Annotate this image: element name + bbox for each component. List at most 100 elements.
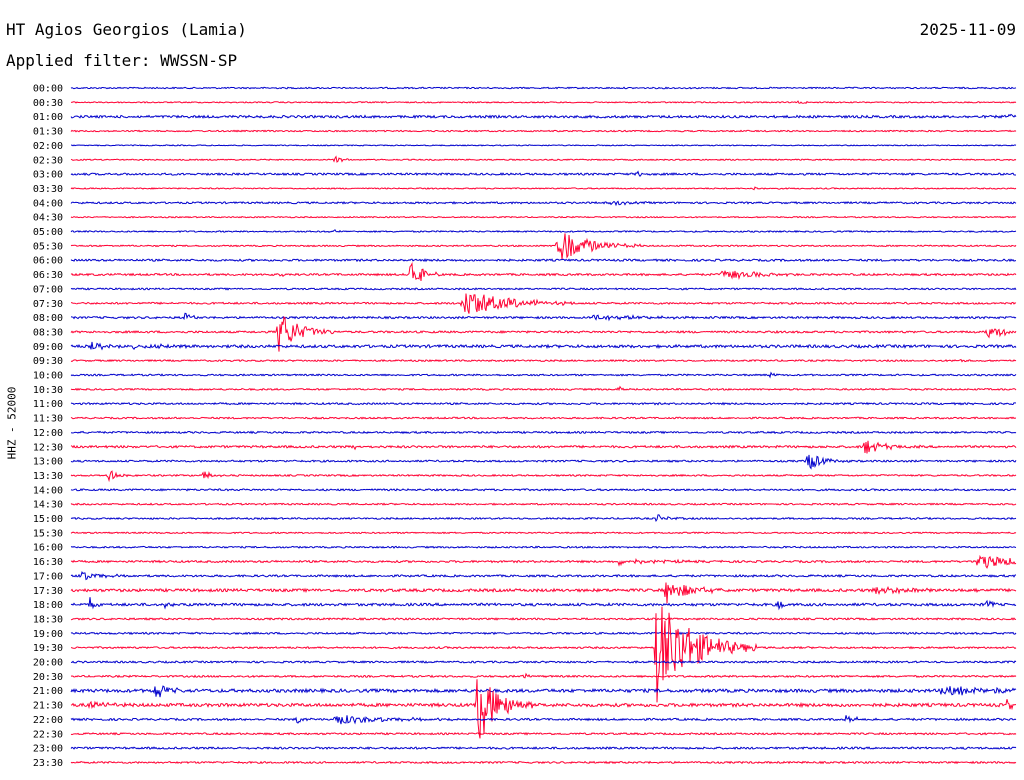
time-label-1400: 14:00 bbox=[33, 485, 63, 496]
time-label-1800: 18:00 bbox=[33, 600, 63, 611]
trace-2300 bbox=[70, 746, 1017, 751]
time-label-0130: 01:30 bbox=[33, 127, 63, 138]
time-label-1930: 19:30 bbox=[33, 643, 63, 654]
trace-0300 bbox=[70, 170, 1016, 178]
time-label-1000: 10:00 bbox=[33, 371, 63, 382]
time-label-2100: 21:00 bbox=[33, 686, 63, 697]
trace-0200 bbox=[71, 144, 1017, 147]
trace-0830 bbox=[70, 316, 1017, 352]
time-label-0200: 02:00 bbox=[33, 141, 63, 152]
trace-1730 bbox=[70, 582, 1017, 604]
trace-1400 bbox=[70, 487, 1017, 492]
trace-0530 bbox=[70, 233, 1017, 260]
trace-0230 bbox=[70, 155, 1017, 163]
trace-0000 bbox=[70, 86, 1017, 90]
trace-0630 bbox=[70, 261, 1017, 282]
trace-2030 bbox=[70, 672, 1017, 679]
trace-2130 bbox=[70, 679, 1016, 739]
trace-0700 bbox=[70, 287, 1017, 291]
time-label-1130: 11:30 bbox=[33, 414, 63, 425]
trace-1830 bbox=[70, 617, 1017, 621]
trace-1300 bbox=[70, 454, 1017, 470]
trace-1100 bbox=[70, 401, 1017, 406]
time-label-0830: 08:30 bbox=[33, 327, 63, 338]
time-label-0030: 00:30 bbox=[33, 98, 63, 109]
time-label-0000: 00:00 bbox=[33, 84, 63, 95]
trace-1700 bbox=[70, 571, 1017, 581]
trace-2330 bbox=[70, 760, 1017, 765]
trace-2200 bbox=[70, 715, 1017, 725]
time-label-0730: 07:30 bbox=[33, 299, 63, 310]
trace-0500 bbox=[70, 229, 1017, 234]
trace-0430 bbox=[70, 215, 1017, 219]
time-label-0100: 01:00 bbox=[33, 112, 63, 123]
trace-1230 bbox=[70, 440, 1017, 454]
station-title: HT Agios Georgios (Lamia) bbox=[6, 20, 247, 39]
time-label-0630: 06:30 bbox=[33, 270, 63, 281]
trace-0930 bbox=[70, 358, 1017, 363]
record-date: 2025-11-09 bbox=[919, 20, 1016, 39]
trace-0900 bbox=[70, 341, 1017, 351]
trace-1430 bbox=[70, 502, 1017, 506]
time-label-1730: 17:30 bbox=[33, 586, 63, 597]
trace-0600 bbox=[70, 258, 1017, 263]
time-label-1100: 11:00 bbox=[33, 399, 63, 410]
time-label-0330: 03:30 bbox=[33, 184, 63, 195]
trace-0800 bbox=[70, 312, 1017, 322]
time-label-0500: 05:00 bbox=[33, 227, 63, 238]
trace-1800 bbox=[70, 597, 1017, 611]
trace-0130 bbox=[70, 129, 1017, 133]
time-label-0530: 05:30 bbox=[33, 241, 63, 252]
trace-1330 bbox=[70, 470, 1017, 483]
time-label-0800: 08:00 bbox=[33, 313, 63, 324]
time-label-1030: 10:30 bbox=[33, 385, 63, 396]
time-label-2330: 23:30 bbox=[33, 758, 63, 769]
time-label-2030: 20:30 bbox=[33, 672, 63, 683]
filter-label: Applied filter: WWSSN-SP bbox=[6, 51, 238, 70]
trace-0400 bbox=[70, 200, 1017, 207]
trace-1030 bbox=[70, 385, 1017, 392]
time-label-0400: 04:00 bbox=[33, 198, 63, 209]
trace-1930 bbox=[70, 606, 1017, 703]
time-label-1830: 18:30 bbox=[33, 614, 63, 625]
time-label-0300: 03:00 bbox=[33, 170, 63, 181]
trace-0330 bbox=[70, 186, 1017, 191]
time-label-1200: 12:00 bbox=[33, 428, 63, 439]
time-label-2000: 20:00 bbox=[33, 658, 63, 669]
trace-1530 bbox=[70, 531, 1017, 535]
time-label-1500: 15:00 bbox=[33, 514, 63, 525]
time-label-1230: 12:30 bbox=[33, 442, 63, 453]
time-label-2130: 21:30 bbox=[33, 701, 63, 712]
trace-1000 bbox=[70, 371, 1017, 379]
time-label-1300: 13:00 bbox=[33, 457, 63, 468]
trace-1130 bbox=[70, 416, 1017, 420]
time-label-0230: 02:30 bbox=[33, 155, 63, 166]
seismogram-rows: 00:00 00:30 01:00 01:30 02:00 02:30 03:00 03:30… bbox=[33, 84, 1017, 769]
trace-2000 bbox=[70, 660, 1017, 664]
time-label-1430: 14:30 bbox=[33, 500, 63, 511]
trace-2230 bbox=[70, 731, 1017, 736]
time-label-1600: 16:00 bbox=[33, 543, 63, 554]
time-label-0430: 04:30 bbox=[33, 213, 63, 224]
trace-0030 bbox=[70, 100, 1017, 104]
time-label-1530: 15:30 bbox=[33, 528, 63, 539]
time-label-0930: 09:30 bbox=[33, 356, 63, 367]
trace-1500 bbox=[70, 514, 1017, 523]
time-label-1330: 13:30 bbox=[33, 471, 63, 482]
time-label-2200: 22:00 bbox=[33, 715, 63, 726]
trace-1630 bbox=[70, 554, 1017, 569]
trace-1200 bbox=[70, 430, 1017, 435]
time-label-1630: 16:30 bbox=[33, 557, 63, 568]
time-label-0700: 07:00 bbox=[33, 284, 63, 295]
time-label-0600: 06:00 bbox=[33, 256, 63, 267]
trace-1600 bbox=[70, 545, 1017, 549]
time-label-0900: 09:00 bbox=[33, 342, 63, 353]
time-label-1700: 17:00 bbox=[33, 571, 63, 582]
trace-0730 bbox=[70, 293, 1017, 314]
trace-2100 bbox=[70, 685, 1017, 698]
time-label-2230: 22:30 bbox=[33, 729, 63, 740]
time-label-2300: 23:00 bbox=[33, 744, 63, 755]
trace-1900 bbox=[70, 631, 1017, 636]
time-label-1900: 19:00 bbox=[33, 629, 63, 640]
